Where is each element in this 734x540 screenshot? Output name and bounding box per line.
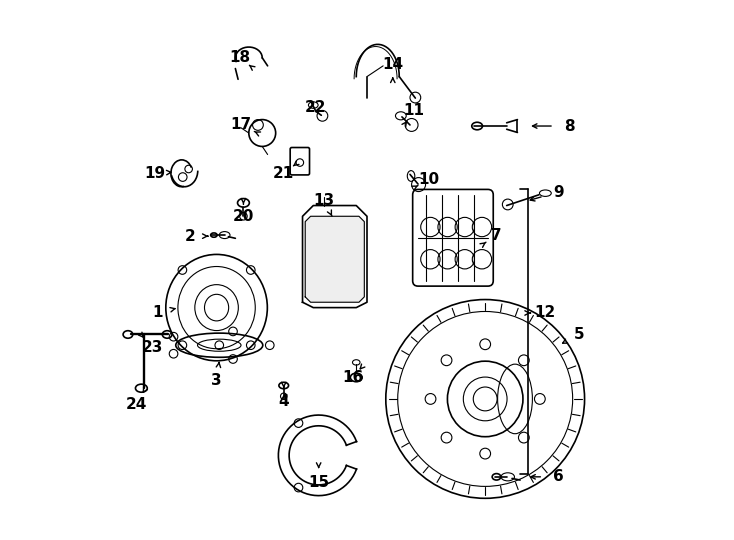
- Text: 13: 13: [313, 193, 335, 208]
- Text: 20: 20: [233, 209, 254, 224]
- Text: 18: 18: [229, 50, 250, 65]
- Text: 22: 22: [305, 100, 327, 115]
- Text: 9: 9: [553, 185, 564, 200]
- Text: 19: 19: [145, 166, 165, 181]
- FancyBboxPatch shape: [413, 190, 493, 286]
- Text: 1: 1: [152, 306, 163, 320]
- Text: 5: 5: [574, 327, 584, 342]
- Text: 17: 17: [230, 118, 251, 132]
- Text: 14: 14: [382, 57, 404, 72]
- Text: 2: 2: [184, 228, 195, 244]
- Text: 15: 15: [308, 475, 330, 490]
- Text: 24: 24: [126, 397, 147, 412]
- Text: 21: 21: [273, 166, 294, 181]
- Text: 4: 4: [278, 394, 289, 409]
- Text: 16: 16: [342, 370, 363, 385]
- Text: 12: 12: [535, 306, 556, 320]
- Text: 11: 11: [404, 104, 425, 118]
- Polygon shape: [305, 217, 364, 302]
- FancyBboxPatch shape: [290, 147, 310, 175]
- Text: 23: 23: [142, 340, 163, 355]
- Text: 10: 10: [418, 172, 440, 187]
- Text: 6: 6: [553, 469, 564, 484]
- Polygon shape: [302, 206, 367, 308]
- Text: 8: 8: [564, 118, 574, 133]
- Text: 7: 7: [490, 227, 501, 242]
- Text: 3: 3: [211, 373, 222, 388]
